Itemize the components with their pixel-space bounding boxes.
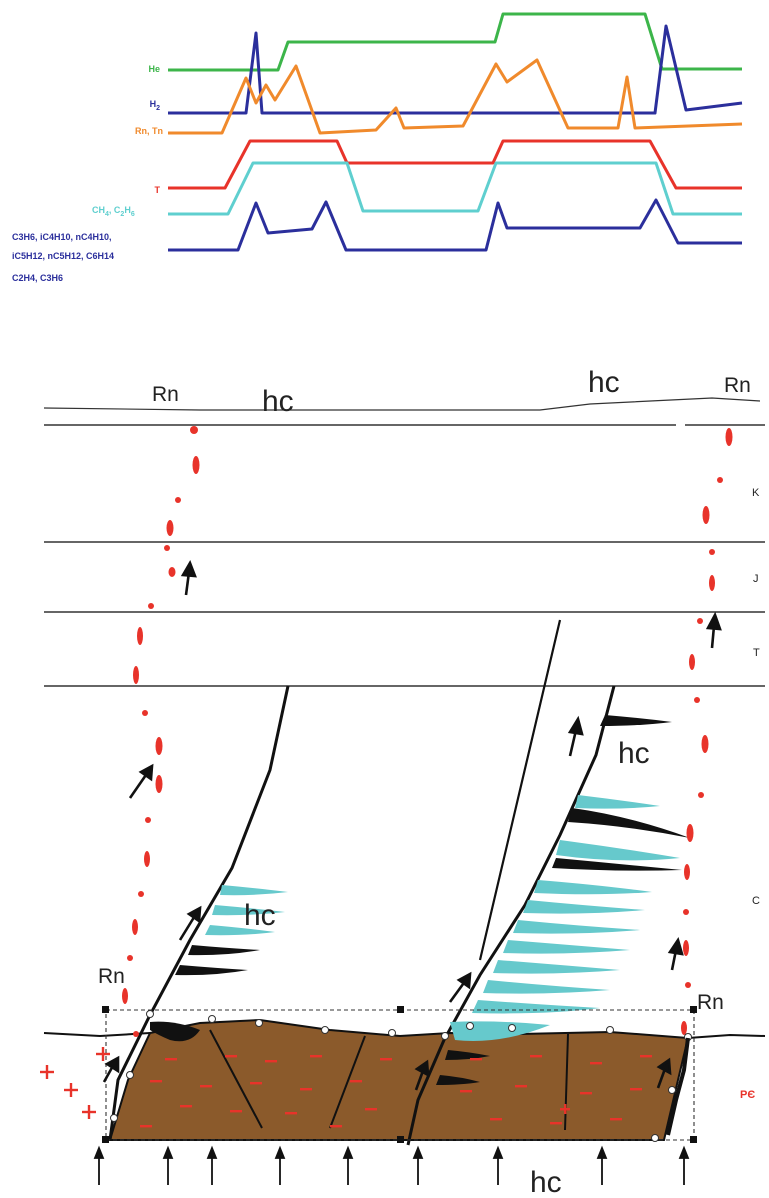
label-hc-right-fault: hc bbox=[618, 737, 650, 770]
cross-section: Rn hc hc Rn hc hc Rn Rn hc K J T C PЄ bbox=[40, 366, 766, 1198]
label-heavy-hc-line3: C2H4, C3H6 bbox=[12, 273, 63, 283]
stratum-label-j: J bbox=[753, 573, 759, 585]
stratum-label-k: K bbox=[752, 487, 760, 499]
bottom-flux-arrows bbox=[93, 1145, 690, 1185]
label-hc-left-fault: hc bbox=[244, 899, 276, 932]
label-ch4-c2h6: CH4, C2H6 bbox=[92, 205, 135, 218]
fault-left bbox=[108, 685, 290, 1141]
basement-block bbox=[108, 1018, 690, 1141]
label-rn-mid-left: Rn bbox=[98, 965, 125, 988]
label-rn-top-right: Rn bbox=[724, 374, 751, 397]
label-he: He bbox=[148, 64, 160, 74]
label-rn-mid-right: Rn bbox=[697, 991, 724, 1014]
land-surface-line bbox=[43, 397, 761, 411]
label-heavy-hc-line2: iC5H12, nC5H12, C6H14 bbox=[12, 251, 114, 261]
red-crosses-outside bbox=[40, 1047, 110, 1119]
hc-lenses-left bbox=[175, 885, 288, 976]
profile-h2-line bbox=[168, 24, 743, 115]
migration-arrows bbox=[102, 560, 722, 1091]
stratum-label-pc: PЄ bbox=[740, 1089, 755, 1101]
stratum-label-t: T bbox=[753, 647, 760, 659]
block-right-edge-crack bbox=[666, 1037, 690, 1136]
profile-ch4-line bbox=[168, 161, 742, 216]
fault-right bbox=[406, 685, 616, 1146]
radon-dots-right bbox=[681, 428, 733, 1035]
label-hc-bottom: hc bbox=[530, 1166, 562, 1198]
control-points bbox=[110, 1010, 692, 1142]
gas-profiles: He H2 Rn, Tn T CH4, C2H6 C3H6, iC4H10, n… bbox=[12, 12, 743, 283]
fault-secondary bbox=[478, 619, 562, 961]
label-h2: H2 bbox=[150, 99, 161, 112]
profile-t-line bbox=[168, 139, 742, 190]
basement-plus-marks bbox=[140, 1055, 652, 1128]
label-hc-top-right: hc bbox=[588, 366, 620, 399]
basement-fracture-2 bbox=[329, 1035, 366, 1129]
profile-he-line bbox=[168, 12, 742, 72]
selection-handles bbox=[102, 1006, 697, 1143]
label-hc-top-left: hc bbox=[262, 385, 294, 418]
label-rn-top-left: Rn bbox=[152, 383, 179, 406]
hc-lenses-right bbox=[436, 715, 690, 1085]
label-rn-tn: Rn, Tn bbox=[135, 126, 163, 136]
basement-top-line-right bbox=[687, 1033, 766, 1039]
profile-heavy-hc-line bbox=[168, 198, 742, 252]
label-heavy-hc-line1: C3H6, iC4H10, nC4H10, bbox=[12, 232, 112, 242]
radon-dots-left bbox=[122, 426, 200, 1037]
profile-rn-tn-line bbox=[168, 58, 743, 135]
hc-accumulation-left-corner bbox=[150, 1021, 200, 1042]
stratum-label-c: C bbox=[752, 895, 760, 907]
basement-fracture-1 bbox=[209, 1029, 263, 1129]
label-t: T bbox=[155, 185, 161, 195]
